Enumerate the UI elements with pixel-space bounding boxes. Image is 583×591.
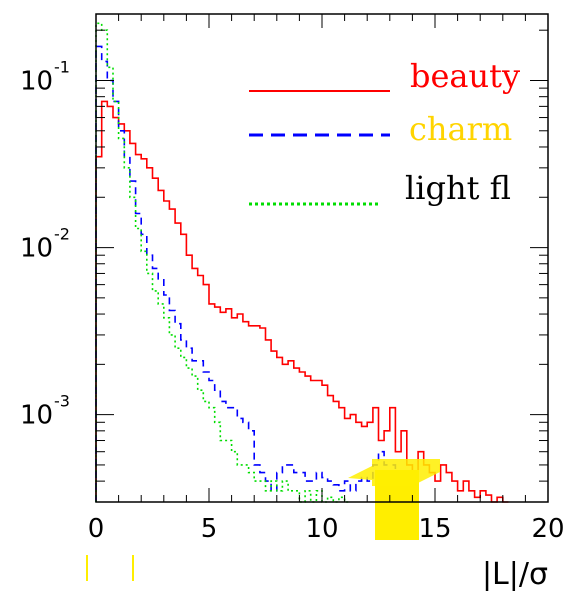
y-tick-label: 10 [20,234,53,264]
x-tick-label: 5 [201,514,218,544]
y-tick-exponent: -2 [54,225,70,244]
x-tick-label: 20 [531,514,564,544]
y-tick-label: 10 [20,66,53,96]
x-tick-label: 0 [88,514,105,544]
legend-label-beauty: beauty [410,57,520,95]
y-tick-label: 10 [20,401,53,431]
series-charm-line [95,45,419,502]
x-axis-title: |L|/σ [482,557,548,591]
y-tick-exponent: -1 [54,57,70,76]
x-tick-label: 10 [305,514,338,544]
series-light-fl-line [95,22,351,503]
legend: beauty charm light fl [249,57,520,207]
legend-label-light-fl: light fl [405,169,511,207]
legend-label-charm: charm [409,110,512,148]
y-tick-exponent: -3 [54,392,70,411]
yellow-arrow-marker [348,459,440,486]
x-tick-label: 15 [418,514,451,544]
series-beauty-line [95,100,509,503]
